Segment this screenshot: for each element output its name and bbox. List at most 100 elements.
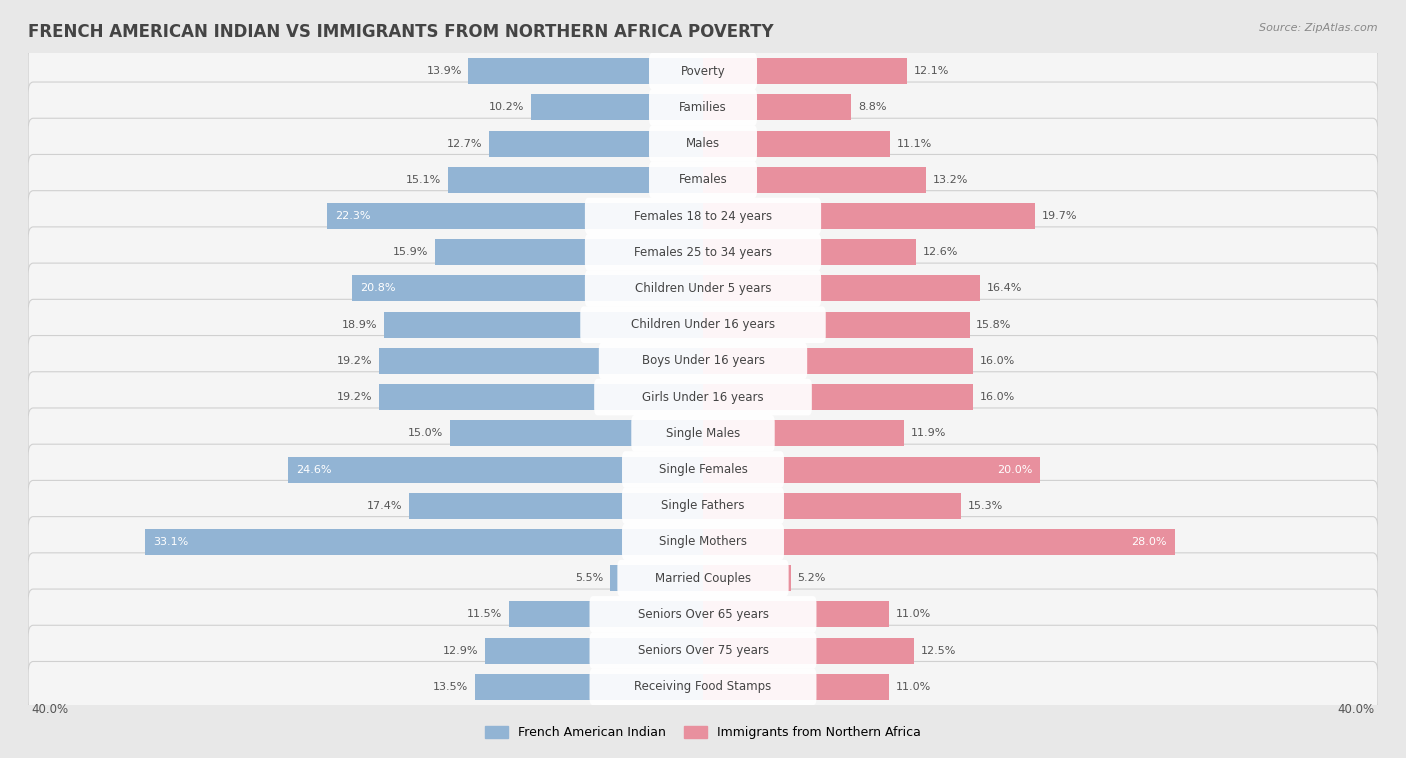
Text: 10.2%: 10.2% (489, 102, 524, 112)
Bar (610, 565, 703, 591)
Text: Females 18 to 24 years: Females 18 to 24 years (634, 209, 772, 223)
Text: Girls Under 16 years: Girls Under 16 years (643, 390, 763, 403)
Bar (703, 420, 904, 446)
Text: 5.2%: 5.2% (797, 573, 825, 583)
Bar (703, 348, 973, 374)
Bar (288, 456, 703, 483)
Text: 16.0%: 16.0% (980, 356, 1015, 366)
Bar (703, 203, 1035, 229)
FancyBboxPatch shape (28, 263, 1378, 314)
Bar (434, 240, 703, 265)
Text: Children Under 5 years: Children Under 5 years (634, 282, 772, 295)
Text: Single Females: Single Females (658, 463, 748, 476)
Text: Source: ZipAtlas.com: Source: ZipAtlas.com (1260, 23, 1378, 33)
FancyBboxPatch shape (621, 524, 785, 560)
Legend: French American Indian, Immigrants from Northern Africa: French American Indian, Immigrants from … (481, 722, 925, 744)
FancyBboxPatch shape (28, 299, 1378, 350)
Text: 40.0%: 40.0% (1337, 703, 1375, 716)
FancyBboxPatch shape (650, 125, 756, 162)
Bar (449, 167, 703, 193)
Text: 15.3%: 15.3% (967, 501, 1002, 511)
Bar (352, 275, 703, 302)
Text: 15.0%: 15.0% (408, 428, 443, 438)
Text: Females 25 to 34 years: Females 25 to 34 years (634, 246, 772, 258)
FancyBboxPatch shape (28, 336, 1378, 387)
FancyBboxPatch shape (28, 517, 1378, 567)
Bar (703, 240, 915, 265)
Text: Families: Families (679, 101, 727, 114)
FancyBboxPatch shape (28, 589, 1378, 640)
Bar (703, 384, 973, 410)
Text: 22.3%: 22.3% (335, 211, 371, 221)
FancyBboxPatch shape (585, 234, 821, 271)
Text: 13.5%: 13.5% (433, 682, 468, 692)
FancyBboxPatch shape (650, 89, 756, 126)
Text: 11.1%: 11.1% (897, 139, 932, 149)
FancyBboxPatch shape (28, 155, 1378, 205)
Text: 12.7%: 12.7% (447, 139, 482, 149)
FancyBboxPatch shape (585, 198, 821, 234)
Text: 28.0%: 28.0% (1132, 537, 1167, 547)
FancyBboxPatch shape (28, 444, 1378, 495)
Bar (485, 637, 703, 664)
Text: 16.4%: 16.4% (987, 283, 1022, 293)
Text: Boys Under 16 years: Boys Under 16 years (641, 355, 765, 368)
Text: Receiving Food Stamps: Receiving Food Stamps (634, 681, 772, 694)
FancyBboxPatch shape (28, 227, 1378, 277)
Bar (703, 637, 914, 664)
Text: 12.1%: 12.1% (914, 66, 949, 76)
FancyBboxPatch shape (28, 408, 1378, 459)
Bar (703, 565, 790, 591)
FancyBboxPatch shape (28, 82, 1378, 133)
Text: 15.9%: 15.9% (392, 247, 427, 257)
Bar (489, 130, 703, 157)
Text: Single Mothers: Single Mothers (659, 535, 747, 549)
FancyBboxPatch shape (599, 343, 807, 379)
Text: 33.1%: 33.1% (153, 537, 188, 547)
Text: Single Males: Single Males (666, 427, 740, 440)
Bar (409, 493, 703, 518)
Bar (703, 94, 852, 121)
FancyBboxPatch shape (28, 481, 1378, 531)
Text: 13.9%: 13.9% (426, 66, 461, 76)
Text: Seniors Over 75 years: Seniors Over 75 years (637, 644, 769, 657)
Bar (468, 58, 703, 84)
Bar (703, 674, 889, 700)
FancyBboxPatch shape (589, 632, 817, 669)
Text: 19.7%: 19.7% (1042, 211, 1077, 221)
Bar (703, 275, 980, 302)
Text: Females: Females (679, 174, 727, 186)
FancyBboxPatch shape (28, 118, 1378, 169)
Text: Married Couples: Married Couples (655, 572, 751, 584)
Text: Males: Males (686, 137, 720, 150)
FancyBboxPatch shape (650, 161, 756, 198)
Text: 15.8%: 15.8% (976, 320, 1012, 330)
Bar (380, 348, 703, 374)
Text: 12.9%: 12.9% (443, 646, 478, 656)
Text: 15.1%: 15.1% (406, 175, 441, 185)
Text: 5.5%: 5.5% (575, 573, 603, 583)
FancyBboxPatch shape (621, 451, 785, 488)
Bar (703, 58, 907, 84)
Text: 40.0%: 40.0% (31, 703, 69, 716)
Bar (703, 456, 1040, 483)
Bar (380, 384, 703, 410)
Bar (703, 493, 962, 518)
Text: 13.2%: 13.2% (932, 175, 967, 185)
FancyBboxPatch shape (585, 270, 821, 307)
FancyBboxPatch shape (28, 662, 1378, 713)
Text: 20.0%: 20.0% (997, 465, 1032, 475)
FancyBboxPatch shape (595, 379, 811, 415)
Text: Children Under 16 years: Children Under 16 years (631, 318, 775, 331)
Text: 17.4%: 17.4% (367, 501, 402, 511)
Bar (703, 601, 889, 628)
Text: 8.8%: 8.8% (858, 102, 887, 112)
FancyBboxPatch shape (631, 415, 775, 452)
Bar (450, 420, 703, 446)
Text: 18.9%: 18.9% (342, 320, 377, 330)
Text: 12.5%: 12.5% (921, 646, 956, 656)
Bar (475, 674, 703, 700)
FancyBboxPatch shape (28, 553, 1378, 603)
Text: 16.0%: 16.0% (980, 392, 1015, 402)
Text: 11.0%: 11.0% (896, 682, 931, 692)
